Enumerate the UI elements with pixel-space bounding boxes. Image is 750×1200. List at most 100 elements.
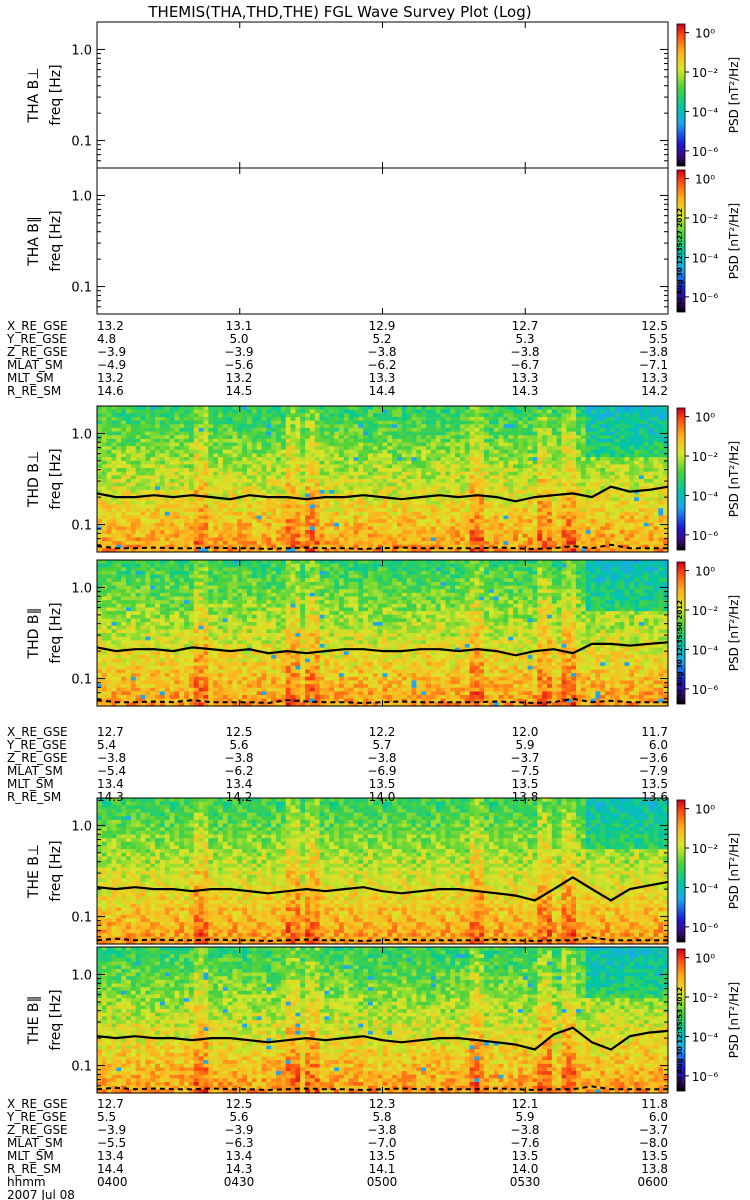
heatmap-cell	[493, 431, 500, 436]
heatmap-cell	[547, 489, 553, 495]
heatmap-cell	[309, 537, 316, 542]
heatmap-cell	[193, 530, 200, 535]
heatmap-cell	[643, 442, 650, 447]
heatmap-cell	[266, 424, 272, 429]
heatmap-cell	[276, 526, 282, 531]
heatmap-cell	[469, 442, 476, 447]
heatmap-cell	[155, 500, 161, 506]
heatmap-cell	[150, 471, 156, 476]
heatmap-cell	[377, 446, 384, 451]
heatmap-cell	[387, 431, 393, 436]
heatmap-cell	[363, 500, 369, 506]
heatmap-cell	[164, 406, 171, 411]
heatmap-cell	[319, 468, 326, 473]
heatmap-cell	[276, 497, 282, 502]
heatmap-cell	[551, 497, 558, 502]
heatmap-cell	[334, 537, 340, 542]
heatmap-cell	[290, 471, 296, 476]
heatmap-cell	[261, 533, 267, 538]
heatmap-cell	[474, 464, 480, 469]
heatmap-cell	[232, 413, 238, 418]
heatmap-cell	[213, 453, 219, 458]
heatmap-cell	[97, 420, 103, 425]
heatmap-cell	[542, 497, 548, 502]
heatmap-cell	[247, 541, 253, 546]
heatmap-cell	[242, 471, 248, 476]
heatmap-cell	[97, 611, 103, 616]
heatmap-cell	[174, 424, 180, 429]
heatmap-cell	[430, 541, 437, 546]
heatmap-cell	[609, 489, 616, 495]
heatmap-cell	[358, 544, 364, 549]
colorbar	[676, 407, 686, 551]
heatmap-cell	[580, 416, 587, 422]
heatmap-cell	[648, 416, 655, 422]
heatmap-cell	[392, 500, 398, 506]
heatmap-cell	[469, 515, 476, 520]
heatmap-cell	[488, 460, 495, 465]
heatmap-cell	[319, 457, 326, 462]
heatmap-cell	[426, 548, 432, 553]
heatmap-cell	[576, 438, 582, 444]
heatmap-cell	[464, 530, 471, 535]
heatmap-cell	[416, 453, 422, 458]
heatmap-cell	[261, 515, 267, 520]
heatmap-cell	[464, 508, 471, 513]
heatmap-cell	[600, 460, 606, 465]
heatmap-cell	[121, 537, 127, 542]
heatmap-cell	[484, 486, 490, 491]
heatmap-cell	[164, 416, 171, 422]
heatmap-cell	[334, 497, 340, 502]
heatmap-cell	[150, 511, 156, 517]
heatmap-cell	[387, 500, 393, 506]
heatmap-cell	[188, 504, 195, 509]
heatmap-cell	[556, 511, 563, 517]
heatmap-cell	[280, 457, 287, 462]
heatmap-cell	[232, 544, 238, 549]
heatmap-cell	[445, 504, 451, 509]
heatmap-cell	[440, 438, 447, 444]
heatmap-cell	[309, 530, 316, 535]
heatmap-cell	[237, 508, 243, 513]
heatmap-cell	[595, 471, 601, 476]
heatmap-cell	[232, 416, 238, 422]
heatmap-cell	[164, 457, 171, 462]
heatmap-cell	[334, 416, 340, 422]
heatmap-cell	[532, 482, 538, 487]
heatmap-cell	[571, 515, 577, 520]
heatmap-cell	[638, 479, 645, 484]
heatmap-cell	[343, 460, 350, 465]
heatmap-cell	[513, 497, 519, 502]
heatmap-cell	[488, 479, 495, 484]
heatmap-cell	[169, 406, 176, 411]
heatmap-cell	[624, 424, 630, 429]
heatmap-cell	[416, 489, 422, 495]
heatmap-cell	[324, 424, 330, 429]
heatmap-cell	[348, 431, 355, 436]
heatmap-cell	[566, 427, 572, 433]
heatmap-cell	[319, 548, 326, 553]
heatmap-cell	[111, 511, 117, 517]
heatmap-cell	[459, 511, 466, 517]
heatmap-cell	[217, 497, 224, 502]
heatmap-cell	[116, 515, 122, 520]
heatmap-cell	[600, 486, 606, 491]
heatmap-cell	[271, 442, 277, 447]
heatmap-cell	[372, 453, 379, 458]
heatmap-cell	[522, 508, 529, 513]
heatmap-cell	[600, 427, 606, 433]
heatmap-cell	[193, 497, 200, 502]
heatmap-cell	[638, 500, 645, 506]
heatmap-cell	[421, 519, 427, 524]
heatmap-cell	[648, 526, 655, 531]
heatmap-cell	[135, 453, 142, 458]
heatmap-cell	[605, 416, 611, 422]
heatmap-cell	[590, 519, 597, 524]
heatmap-cell	[188, 435, 195, 440]
heatmap-cell	[609, 453, 616, 458]
heatmap-cell	[266, 413, 272, 418]
heatmap-cell	[97, 643, 103, 649]
heatmap-cell	[193, 442, 200, 447]
heatmap-cell	[169, 427, 176, 433]
heatmap-cell	[203, 504, 209, 509]
